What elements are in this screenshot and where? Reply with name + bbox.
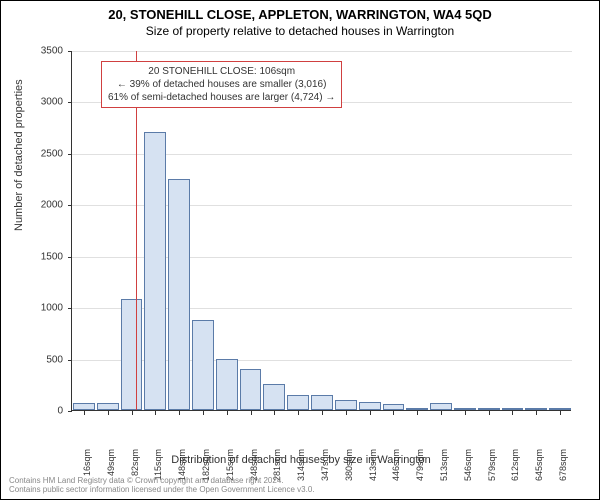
ytick-mark [68, 257, 72, 258]
chart-subtitle: Size of property relative to detached ho… [1, 22, 599, 38]
histogram-bar [478, 408, 500, 410]
ytick-label: 0 [23, 406, 63, 417]
attribution-line1: Contains HM Land Registry data © Crown c… [9, 476, 315, 486]
xtick-mark [536, 411, 537, 415]
annotation-box: 20 STONEHILL CLOSE: 106sqm ← 39% of deta… [101, 61, 342, 108]
ytick-label: 3000 [23, 97, 63, 108]
xtick-mark [155, 411, 156, 415]
histogram-bar [406, 408, 428, 410]
histogram-bar [549, 408, 571, 410]
ytick-label: 1000 [23, 303, 63, 314]
histogram-bar [359, 402, 381, 410]
histogram-bar [216, 359, 238, 410]
histogram-bar [97, 403, 119, 410]
histogram-bar [287, 395, 309, 410]
histogram-bar [335, 400, 357, 410]
chart-title: 20, STONEHILL CLOSE, APPLETON, WARRINGTO… [1, 1, 599, 22]
annotation-line2: ← 39% of detached houses are smaller (3,… [108, 78, 335, 91]
xtick-mark [512, 411, 513, 415]
xtick-mark [393, 411, 394, 415]
xtick-mark [489, 411, 490, 415]
xtick-mark [274, 411, 275, 415]
ytick-mark [68, 102, 72, 103]
xtick-mark [465, 411, 466, 415]
histogram-bar [454, 408, 476, 410]
xtick-mark [132, 411, 133, 415]
histogram-bar [430, 403, 452, 410]
xtick-mark [346, 411, 347, 415]
xtick-mark [179, 411, 180, 415]
ytick-mark [68, 360, 72, 361]
attribution-line2: Contains public sector information licen… [9, 485, 315, 495]
histogram-bar [525, 408, 547, 410]
xtick-mark [203, 411, 204, 415]
histogram-bar [240, 369, 262, 410]
xtick-mark [322, 411, 323, 415]
xtick-mark [441, 411, 442, 415]
ytick-mark [68, 308, 72, 309]
histogram-bar [192, 320, 214, 411]
histogram-bar [168, 179, 190, 410]
ytick-label: 3500 [23, 46, 63, 57]
gridline [72, 51, 572, 52]
annotation-line3: 61% of semi-detached houses are larger (… [108, 91, 335, 104]
ytick-mark [68, 205, 72, 206]
xtick-mark [251, 411, 252, 415]
histogram-bar [73, 403, 95, 410]
xtick-mark [417, 411, 418, 415]
ytick-label: 2000 [23, 200, 63, 211]
ytick-label: 500 [23, 354, 63, 365]
xtick-mark [227, 411, 228, 415]
histogram-bar [121, 299, 143, 410]
annotation-line1: 20 STONEHILL CLOSE: 106sqm [108, 65, 335, 78]
chart-container: 20, STONEHILL CLOSE, APPLETON, WARRINGTO… [0, 0, 600, 500]
ytick-label: 1500 [23, 251, 63, 262]
histogram-bar [383, 404, 405, 410]
histogram-bar [502, 408, 524, 410]
xtick-mark [370, 411, 371, 415]
xtick-mark [108, 411, 109, 415]
ytick-mark [68, 411, 72, 412]
xtick-mark [84, 411, 85, 415]
ytick-mark [68, 154, 72, 155]
xtick-mark [298, 411, 299, 415]
ytick-mark [68, 51, 72, 52]
histogram-bar [263, 384, 285, 410]
attribution: Contains HM Land Registry data © Crown c… [9, 476, 315, 495]
histogram-bar [144, 132, 166, 410]
x-axis-label: Distribution of detached houses by size … [1, 454, 600, 466]
xtick-mark [560, 411, 561, 415]
histogram-bar [311, 395, 333, 410]
ytick-label: 2500 [23, 148, 63, 159]
